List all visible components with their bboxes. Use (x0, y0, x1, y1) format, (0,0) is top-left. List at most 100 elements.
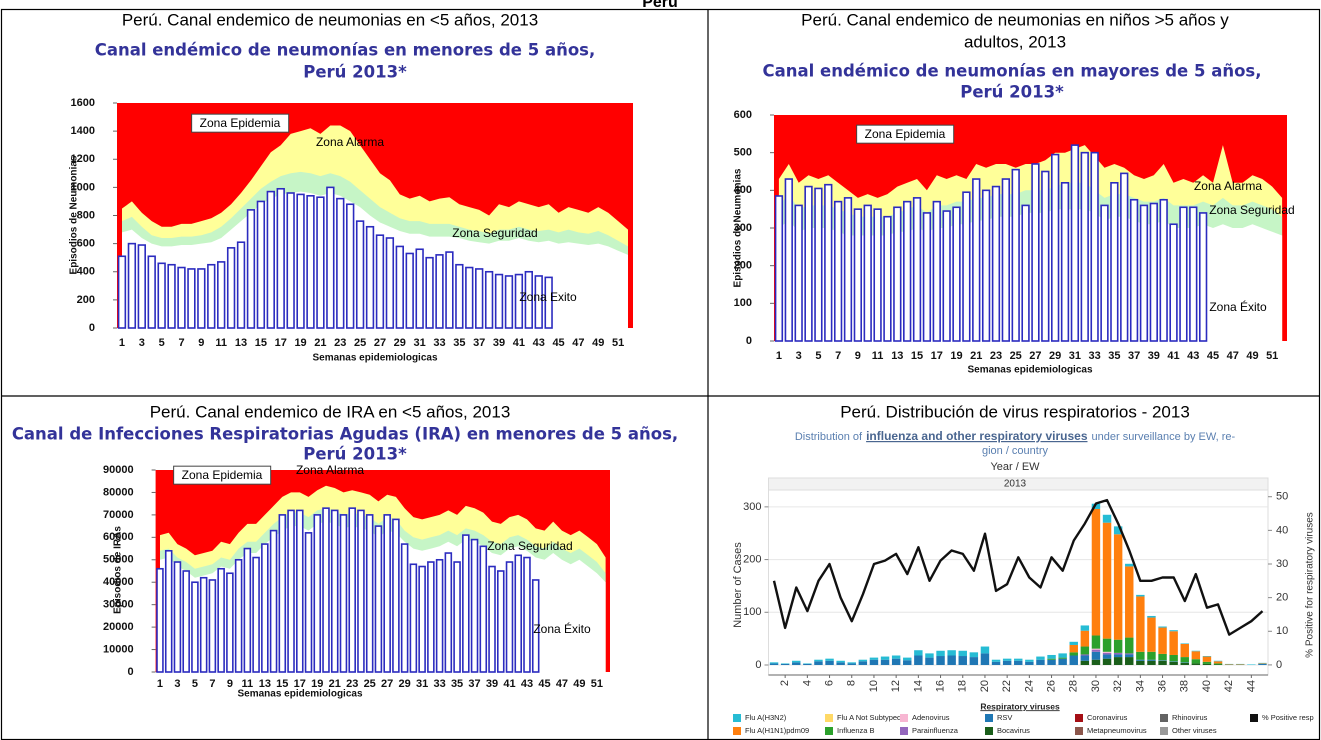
bar-segment (1224, 664, 1234, 665)
zone-label-box (191, 113, 290, 133)
bar-segment (1224, 663, 1234, 665)
bar-segment (1147, 617, 1156, 652)
bar (784, 178, 793, 342)
x-tick-label: 25 (1010, 350, 1022, 362)
y-tick-label: 1400 (71, 125, 95, 137)
x-tick-label: 37 (468, 678, 480, 690)
bar (191, 581, 199, 673)
bar (199, 576, 208, 673)
y-tick-label: 1600 (71, 97, 95, 109)
bar-segment (1036, 656, 1045, 660)
bar (952, 206, 961, 342)
bar-segment (903, 657, 912, 661)
bar-segment (1213, 660, 1223, 662)
bar (1001, 178, 1010, 342)
bar (252, 556, 260, 673)
bar-segment (1202, 656, 1212, 662)
bar-segment (1180, 662, 1189, 665)
legend-title: Respiratory viruses (980, 701, 1060, 711)
bar (1090, 151, 1099, 342)
bar-segment (1158, 626, 1167, 628)
bar-segment (792, 660, 801, 663)
bar-segment (1113, 657, 1123, 665)
bar-segment (1113, 534, 1123, 640)
bar-segment (1002, 658, 1012, 661)
bar-segment (1069, 652, 1078, 656)
legend-swatch (1075, 727, 1083, 735)
legend-swatch (1250, 714, 1258, 722)
x-tick-label: 29 (1049, 350, 1061, 362)
bar-segment (1102, 651, 1112, 653)
x-tick-label: 11 (242, 678, 254, 690)
bar-segment (1113, 652, 1123, 655)
bar-segment (980, 653, 990, 665)
y2-tick-label: 40 (1276, 524, 1288, 536)
legend-label: Parainfluenza (912, 726, 959, 735)
x-tick-label: 31 (414, 337, 426, 349)
bar (392, 518, 400, 673)
x-header: 2013 (1004, 479, 1027, 490)
bar-segment (1058, 653, 1067, 658)
bar (286, 192, 295, 329)
x-tick-label: 21 (329, 678, 341, 690)
bar (843, 197, 853, 342)
bar-segment (1147, 651, 1156, 660)
bar-segment (1125, 657, 1134, 665)
bar (833, 200, 843, 342)
bar-segment (1125, 566, 1134, 638)
bar (1149, 202, 1158, 342)
bar (494, 273, 504, 329)
legend-label: Other viruses (1172, 726, 1217, 735)
x-tick-label: 47 (556, 678, 568, 690)
bar-segment (1125, 653, 1134, 655)
bar-segment (925, 653, 934, 658)
bar-segment (1113, 654, 1123, 658)
y2-tick-label: 20 (1276, 592, 1288, 604)
bar-segment (1158, 660, 1167, 665)
bar (296, 509, 304, 673)
y-tick-label: 80000 (103, 486, 134, 498)
bar (1041, 170, 1050, 342)
bar-segment (1136, 596, 1145, 652)
bar (147, 255, 156, 329)
bar (1051, 153, 1060, 342)
bar (316, 196, 325, 329)
x-tick-label: 24 (1023, 680, 1035, 692)
bar (385, 237, 395, 329)
bar-segment (1080, 660, 1090, 665)
bar-segment (1191, 659, 1201, 664)
bar (383, 514, 391, 673)
line-series (772, 498, 1264, 636)
x-tick-label: 33 (433, 337, 445, 349)
bar (453, 561, 461, 673)
bar-segment (1258, 662, 1267, 664)
x-tick-label: 21 (970, 350, 982, 362)
bar (157, 262, 166, 329)
bar (261, 543, 269, 673)
bar-segment (936, 656, 945, 665)
legend-swatch (900, 727, 908, 735)
bar (167, 263, 176, 329)
bar (207, 263, 216, 329)
bar-segment (1058, 658, 1067, 665)
x-tick-label: 5 (815, 350, 821, 362)
bar-segment (1136, 659, 1145, 661)
bar-segment (1058, 657, 1067, 659)
y-tick-label: 300 (734, 222, 752, 234)
bar (804, 185, 813, 342)
x-tick-label: 30 (1090, 680, 1102, 692)
bar (455, 263, 464, 329)
bar (1031, 163, 1040, 342)
chart-title: Canal endémico de neumonías en menores d… (95, 41, 596, 60)
x-tick-label: 35 (453, 337, 465, 349)
bar (427, 561, 435, 673)
x-tick-label: 51 (612, 337, 624, 349)
y-tick-label: 600 (77, 238, 95, 250)
bar-segment (1091, 508, 1101, 636)
bar-segment (780, 663, 790, 665)
subtitle-part[interactable]: influenza and other respiratory viruses (866, 429, 1088, 443)
bar-segment (1091, 659, 1101, 665)
bar-segment (780, 663, 790, 664)
bar (912, 197, 922, 342)
